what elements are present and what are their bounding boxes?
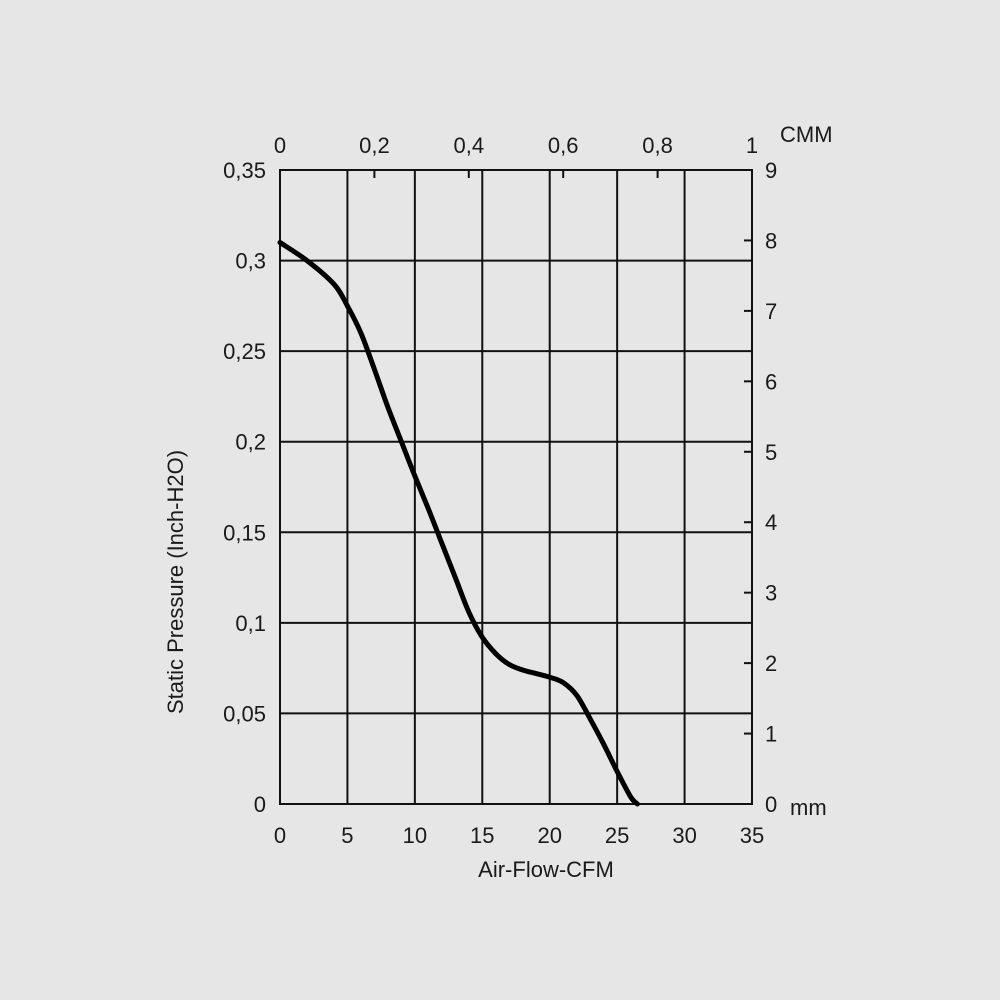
x-axis-title: Air-Flow-CFM: [478, 857, 614, 882]
x-tick-label: 35: [740, 823, 764, 848]
x-tick-label: 25: [605, 823, 629, 848]
right-tick-label: 0: [765, 792, 777, 817]
axis-ticks: [279, 169, 753, 805]
right-tick-label: 6: [765, 369, 777, 394]
right-tick-label: 2: [765, 651, 777, 676]
y-tick-label: 0,1: [235, 611, 266, 636]
x-tick-label: 0: [274, 823, 286, 848]
x-tick-label: 20: [537, 823, 561, 848]
y-tick-label: 0,35: [223, 158, 266, 183]
right-tick-label: 5: [765, 440, 777, 465]
plot-frame: [279, 169, 753, 805]
top-tick-label: 0,4: [454, 133, 485, 158]
top-tick-label: 1: [746, 133, 758, 158]
y-axis-title: Static Pressure (Inch-H2O): [163, 450, 188, 714]
y-tick-label: 0,3: [235, 249, 266, 274]
tick-labels: 0 5 10 15 20 25 30 3500,050,10,150,20,250,30,35…: [223, 133, 777, 848]
right-tick-label: 4: [765, 510, 777, 535]
right-tick-label: 7: [765, 299, 777, 324]
top-tick-label: 0,8: [642, 133, 673, 158]
x-tick-label: 15: [470, 823, 494, 848]
x-tick-label: 30: [672, 823, 696, 848]
x-tick-label: 10: [403, 823, 427, 848]
top-tick-label: 0: [274, 133, 286, 158]
right-tick-label: 8: [765, 228, 777, 253]
top-axis-unit: CMM: [780, 122, 833, 147]
grid-lines: [280, 170, 752, 804]
top-tick-label: 0,2: [359, 133, 390, 158]
x-tick-label: 5: [341, 823, 353, 848]
right-axis-unit: mm: [790, 795, 827, 820]
y-tick-label: 0,05: [223, 701, 266, 726]
y-tick-label: 0,2: [235, 430, 266, 455]
right-tick-label: 9: [765, 158, 777, 183]
right-tick-label: 1: [765, 722, 777, 747]
y-tick-label: 0,25: [223, 339, 266, 364]
pressure-flow-curve: [277, 240, 640, 807]
y-tick-label: 0,15: [223, 520, 266, 545]
y-tick-label: 0: [254, 792, 266, 817]
right-tick-label: 3: [765, 581, 777, 606]
top-tick-label: 0,6: [548, 133, 579, 158]
